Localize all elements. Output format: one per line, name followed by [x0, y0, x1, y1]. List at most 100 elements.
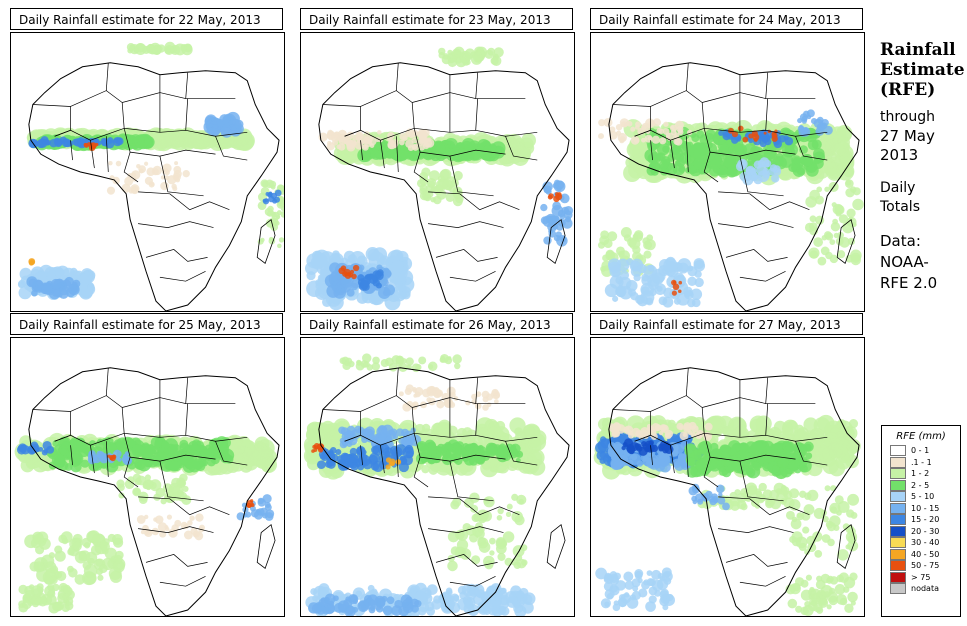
rain-blob [781, 144, 795, 158]
country-border [702, 74, 741, 103]
rain-blob [337, 600, 350, 613]
rain-blob [60, 531, 73, 543]
rain-blob [157, 128, 176, 147]
rain-blob [79, 273, 93, 286]
rain-blob [32, 139, 38, 144]
map-panel: Daily Rainfall estimate for 24 May, 2013 [590, 8, 865, 312]
rain-blob [749, 167, 757, 175]
country-border [122, 379, 161, 408]
rain-blob [553, 179, 561, 186]
rain-blob [396, 357, 404, 364]
map-panel: Daily Rainfall estimate for 27 May, 2013 [590, 313, 865, 617]
rain-blob [30, 261, 34, 265]
rain-blob [731, 131, 739, 138]
country-border [795, 136, 828, 161]
rain-blob [406, 400, 414, 408]
rain-blob [444, 356, 453, 365]
rain-blob [447, 554, 455, 562]
rain-blob [494, 148, 503, 156]
rain-blob [70, 283, 79, 293]
rain-blob [63, 138, 68, 143]
rain-blob [326, 142, 335, 151]
rain-blob [46, 594, 57, 606]
rain-blob [270, 217, 279, 226]
country-border [449, 156, 494, 197]
rain-blob [833, 444, 848, 458]
rain-blob [430, 186, 437, 193]
rain-blob [236, 512, 245, 521]
rain-blob [189, 515, 195, 521]
rain-blob [428, 397, 436, 406]
rain-blob [699, 134, 710, 145]
rain-blob [260, 179, 269, 188]
rain-blob [651, 268, 666, 283]
rain-blob [603, 239, 613, 249]
country-border [428, 221, 504, 228]
country-border [70, 395, 125, 434]
rain-blob [816, 116, 824, 124]
rain-blob [846, 439, 861, 454]
rain-blob [67, 548, 75, 556]
rain-blob [630, 126, 636, 132]
rain-blob [620, 121, 628, 128]
rain-blob [378, 454, 389, 464]
rain-blob [597, 417, 611, 431]
rain-blob [90, 544, 102, 556]
rain-blob [182, 485, 189, 492]
rain-blob [124, 176, 134, 186]
rain-blob [312, 252, 328, 268]
rain-blob [722, 155, 734, 168]
rain-blob [846, 208, 856, 218]
rain-blob [485, 445, 496, 456]
africa-rainfall-map [300, 32, 575, 312]
rain-blob [395, 428, 405, 437]
rain-blob [718, 145, 730, 157]
rain-blob [377, 130, 382, 135]
rain-blob [312, 444, 317, 449]
rain-blob [96, 450, 104, 459]
country-border [428, 496, 520, 516]
rain-blob [469, 492, 480, 504]
country-border [685, 136, 689, 173]
rain-blob [395, 459, 402, 465]
rain-blob [134, 43, 147, 56]
rain-blob [633, 137, 640, 144]
rain-blob [651, 135, 660, 144]
country-border [395, 441, 399, 478]
rain-blob [379, 255, 390, 265]
rain-blob [154, 515, 164, 524]
rain-blob [171, 183, 177, 190]
rain-blob [628, 288, 636, 297]
rain-blob [95, 558, 104, 567]
country-border [435, 249, 498, 262]
rain-blob [825, 138, 839, 152]
rain-blob [506, 503, 513, 510]
rain-blob [633, 153, 644, 165]
rain-blob [59, 285, 69, 296]
rain-blob [367, 248, 380, 261]
rain-blob [396, 148, 409, 161]
rain-blob [513, 561, 522, 570]
rain-blob [830, 222, 841, 232]
rain-blob [367, 584, 375, 592]
rain-blob [336, 144, 342, 150]
rain-blob [49, 138, 58, 148]
rain-blob [136, 515, 146, 524]
rain-blob [801, 115, 808, 122]
rain-blob [687, 276, 697, 286]
rain-blob [836, 126, 852, 143]
rain-blob [618, 285, 633, 300]
country-border [105, 62, 109, 91]
rain-blob [387, 140, 397, 150]
rain-blob [644, 148, 658, 163]
country-border [70, 445, 73, 466]
rain-blob [656, 153, 664, 161]
rain-blob [489, 550, 495, 556]
rain-blob [160, 498, 167, 505]
rain-blob [383, 284, 396, 296]
country-border [718, 191, 810, 211]
rain-blob [647, 264, 655, 272]
rain-blob [326, 429, 344, 447]
rain-blob [633, 230, 644, 240]
rain-blob [852, 198, 864, 211]
